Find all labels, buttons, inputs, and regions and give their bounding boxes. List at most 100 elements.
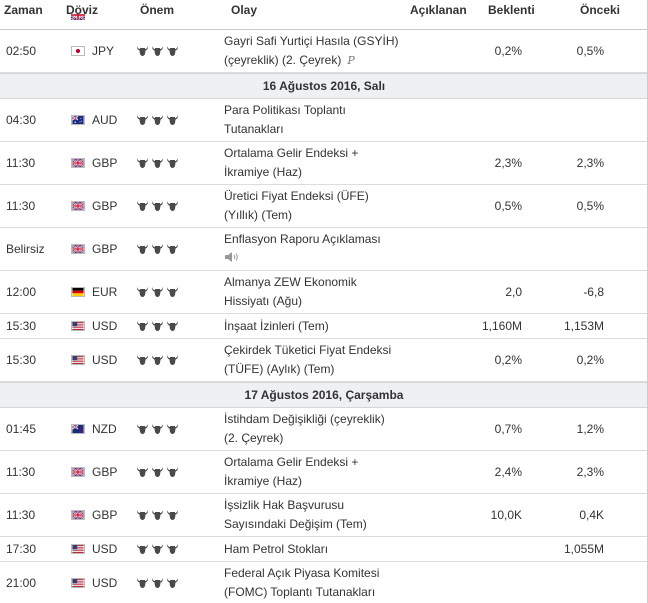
event-name[interactable]: Enflasyon Raporu Açıklaması (224, 228, 399, 270)
bull-icon (151, 543, 164, 555)
event-name[interactable]: İstihdam Değişikliği (çeyreklik) (2. Çeyr… (224, 408, 399, 450)
event-name-line2: (2. Çeyrek) (224, 429, 385, 448)
bull-icon (136, 577, 149, 589)
event-row[interactable]: 11:30 GBP İşsizlik Hak Başvurusu Sayısındak… (0, 494, 647, 537)
importance-rating (136, 271, 216, 313)
actual-value (400, 99, 468, 141)
bull-icon (136, 423, 149, 435)
forecast-value: 0,2% (494, 353, 522, 367)
preliminary-badge-icon[interactable]: P (347, 54, 355, 67)
header-previous[interactable]: Önceki (580, 3, 621, 17)
event-row[interactable]: 11:30 GBP Ortalama Gelir Endeksi + İkramiye… (0, 451, 647, 494)
previous-value (540, 228, 604, 270)
flag-icon-de (71, 271, 89, 313)
event-row[interactable]: 11:30 GBP Üretici Fiyat Endeksi (ÜFE) (Yıll… (0, 185, 647, 228)
event-row[interactable]: 12:00 EUR Almanya ZEW Ekonomik Hissiyatı (A… (0, 271, 647, 314)
event-name-line2-text: Hissiyatı (Ağu) (224, 294, 303, 308)
flag-icon-au (71, 99, 89, 141)
importance-rating (136, 228, 216, 270)
forecast-value (470, 537, 522, 561)
importance-rating (136, 494, 216, 536)
header-forecast[interactable]: Beklenti (488, 3, 535, 17)
calendar-rows: 02:50 JPY Gayri Safi Yurtiçi Hasıla (GSYİH… (0, 30, 647, 603)
event-row[interactable]: 01:45 NZD İstihdam Değişikliği (çeyreklik)… (0, 408, 647, 451)
event-name[interactable]: Federal Açık Piyasa Komitesi (FOMC) Topla… (224, 562, 399, 603)
actual-value (400, 408, 468, 450)
event-name[interactable]: İşsizlik Hak Başvurusu Sayısındaki Değişi… (224, 494, 399, 536)
date-separator-row: 17 Ağustos 2016, Çarşamba (0, 382, 647, 408)
forecast-value: 2,3% (494, 156, 522, 170)
currency-code: GBP (92, 199, 118, 213)
bull-icon (166, 286, 179, 298)
event-name-line1: Enflasyon Raporu Açıklaması (224, 231, 381, 246)
event-row[interactable]: 15:30 USD İnşaat İzinleri (Tem) 1,160M 1,153… (0, 314, 647, 339)
event-row[interactable]: 02:50 JPY Gayri Safi Yurtiçi Hasıla (GSYİH… (0, 30, 647, 73)
event-name-line2-text: (TÜFE) (Aylık) (Tem) (224, 362, 335, 376)
bull-icon (151, 354, 164, 366)
flag-icon-gb (71, 228, 89, 270)
date-separator-row: 16 Ağustos 2016, Salı (0, 73, 647, 99)
header-importance[interactable]: Önem (140, 3, 175, 17)
date-label: 16 Ağustos 2016, Salı (262, 79, 386, 93)
actual-value (400, 314, 468, 338)
importance-rating (136, 185, 216, 227)
previous-value: 1,2% (576, 422, 604, 436)
bull-icon (166, 243, 179, 255)
event-name-line2: Hissiyatı (Ağu) (224, 292, 357, 311)
bull-icon (136, 114, 149, 126)
flag-icon-gb (71, 451, 89, 493)
event-row[interactable]: 04:30 AUD Para Politikası Toplantı Tutanakl… (0, 99, 647, 142)
flag-icon-gb (71, 185, 89, 227)
flag-icon-us (71, 339, 89, 381)
event-row[interactable]: 11:30 GBP Ortalama Gelir Endeksi + İkramiye… (0, 142, 647, 185)
header-event[interactable]: Olay (231, 3, 258, 17)
event-name-line2-text: İkramiye (Haz) (224, 165, 303, 179)
event-row[interactable]: 15:30 USD Çekirdek Tüketici Fiyat Endeksi (… (0, 339, 647, 382)
actual-value (400, 142, 468, 184)
bull-icon (136, 354, 149, 366)
bull-icon (136, 45, 149, 57)
event-name[interactable]: Ortalama Gelir Endeksi + İkramiye (Haz) (224, 451, 399, 493)
importance-rating (136, 314, 216, 338)
bull-icon (166, 114, 179, 126)
event-time: 15:30 (6, 319, 37, 333)
header-time[interactable]: Zaman (4, 3, 43, 17)
importance-rating (136, 408, 216, 450)
bull-icon (151, 423, 164, 435)
event-name[interactable]: İnşaat İzinleri (Tem) (224, 314, 399, 338)
importance-rating (136, 537, 216, 561)
event-name[interactable]: Çekirdek Tüketici Fiyat Endeksi (TÜFE) (A… (224, 339, 399, 381)
bull-icon (166, 577, 179, 589)
event-name[interactable]: Üretici Fiyat Endeksi (ÜFE) (Yıllık) (Tem… (224, 185, 399, 227)
event-name-line1: Para Politikası Toplantı (224, 103, 346, 117)
event-name[interactable]: Ham Petrol Stokları (224, 537, 399, 561)
bull-icon (151, 45, 164, 57)
event-name-line2-text: (Yıllık) (Tem) (224, 208, 292, 222)
previous-value: 0,5% (576, 199, 604, 213)
bull-icon (166, 354, 179, 366)
event-name[interactable]: Almanya ZEW Ekonomik Hissiyatı (Ağu) (224, 271, 399, 313)
importance-rating (136, 451, 216, 493)
bull-icon (166, 509, 179, 521)
event-name[interactable]: Para Politikası Toplantı Tutanakları (224, 99, 399, 141)
event-row[interactable]: 21:00 USD Federal Açık Piyasa Komitesi (FOM… (0, 562, 647, 603)
event-name[interactable]: Gayri Safi Yurtiçi Hasıla (GSYİH) (çeyrek… (224, 30, 399, 72)
header-actual[interactable]: Açıklanan (410, 3, 467, 17)
bull-icon (136, 200, 149, 212)
previous-value: -6,8 (583, 285, 604, 299)
bull-icon (136, 157, 149, 169)
event-time: 12:00 (6, 285, 37, 299)
speaker-icon[interactable] (224, 250, 381, 269)
bull-icon (166, 466, 179, 478)
event-time: 11:30 (6, 156, 36, 170)
event-time: Belirsiz (6, 242, 45, 256)
event-name-line1: Çekirdek Tüketici Fiyat Endeksi (224, 343, 392, 357)
event-name-line1: Almanya ZEW Ekonomik (224, 275, 357, 289)
event-name[interactable]: Ortalama Gelir Endeksi + İkramiye (Haz) (224, 142, 399, 184)
bull-icon (166, 320, 179, 332)
event-name-line1: Ham Petrol Stokları (224, 541, 329, 556)
event-row[interactable]: Belirsiz GBP Enflasyon Raporu Açıklaması (0, 228, 647, 271)
importance-rating (136, 562, 216, 603)
event-row[interactable]: 17:30 USD Ham Petrol Stokları 1,055M (0, 537, 647, 562)
